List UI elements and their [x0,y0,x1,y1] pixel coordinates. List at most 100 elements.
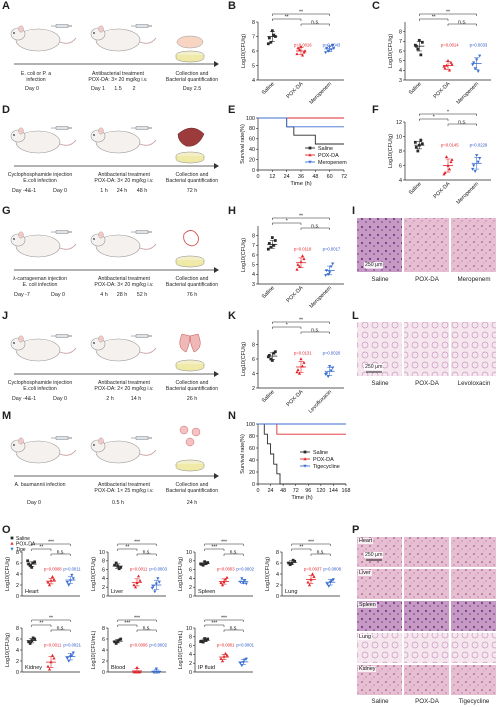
histology-image [451,665,496,695]
scale-bar-label: 250 μm [364,552,384,558]
p-value-label: p=0.0021 [63,642,81,647]
histology-image [404,218,449,272]
data-point [199,640,203,644]
data-point [273,239,277,242]
step-label: Antibacterial treatment POX-DA: 3× 20 mg… [94,172,154,184]
data-point [416,47,420,51]
y-tick-label: 5 [252,262,255,268]
scale-bar-label: 250 μm [364,262,384,268]
data-point [471,63,475,67]
day-label: 1 h [100,188,108,194]
significance-bracket [117,543,157,546]
data-point [449,60,453,64]
data-point [295,267,299,271]
x-tick-label: Meropenem [308,81,333,106]
y-tick-label: 0 [189,594,192,600]
data-point [300,254,305,258]
day-label: 0.5 h [112,500,124,506]
x-tick-label: POX-DA [286,285,305,304]
data-point [297,47,302,51]
step-label: Collection and Bacterial quantification [165,71,219,83]
panel-letter-E: E [228,104,236,116]
x-axis-label: Time (h) [291,495,312,501]
data-point [154,667,158,671]
y-tick-label: 4 [252,78,255,84]
p-value-label: p=0.0008 [323,566,341,571]
data-point [136,670,141,674]
data-point [50,653,55,657]
day-label: Day 0 [26,500,42,506]
data-point [203,560,207,564]
significance-bracket [223,553,244,556]
y-axis-label: Log10(CFU/g) [91,557,97,591]
step-label: Antibacterial treatment POX-DA: 3× 20 mg… [88,71,148,83]
y-axis-label: Log10(CFU/g) [241,34,247,68]
p-value-label: p=0.0145 [441,142,459,147]
data-point [33,637,37,641]
organ-icon [191,427,201,437]
y-axis-label: Log10(CFU/mL) [178,630,184,669]
step-label: Collection and Bacterial quantification [165,172,219,184]
significance-label: ** [299,9,303,15]
data-point [270,236,274,239]
significance-bracket [117,548,138,551]
data-point [223,651,228,655]
y-tick-label: 2 [189,585,192,591]
significance-label: n.s. [317,549,325,555]
data-point [225,653,229,657]
p-value-label: p=0.0006 [130,642,148,647]
data-point [331,366,335,370]
data-point [324,373,328,376]
significance-label: n.s. [143,549,151,555]
x-tick-label: 36 [298,174,304,180]
dot-plot: 0 2 4 6 8 Log10(CFU/g) p=0.0011 p=0.0021 ** ** n.s… [5,615,82,675]
data-point [52,656,56,660]
data-point [273,350,277,354]
y-tick-label: 4 [102,576,105,582]
data-point [219,657,223,660]
data-point [26,559,30,563]
y-tick-label: 8 [252,233,255,239]
day-label: 52 h [136,292,148,298]
p-value-label: p=0.0020 [323,350,341,355]
significance-bracket [272,13,330,16]
data-point [71,577,75,581]
y-tick-label: 0 [16,594,19,600]
panel-letter-B: B [228,0,236,12]
data-point [447,68,452,72]
y-tick-label: 0 [102,594,105,600]
data-point [476,70,480,73]
y-tick-label: 80 [249,434,255,440]
data-point [303,450,307,454]
data-point [413,140,417,144]
y-tick-label: 2 [189,661,192,667]
y-tick-label: 2 [16,659,19,665]
data-point [473,170,477,173]
data-point [150,586,154,590]
data-point [220,659,225,663]
data-point [119,566,123,569]
y-tick-label: 4 [252,272,255,278]
day-label: 24 h [186,500,198,506]
data-point [326,375,330,379]
data-point [201,640,205,644]
data-point [288,563,292,567]
organ-icon [177,127,205,147]
significance-label: n.s. [311,19,319,25]
x-tick-label: 12 [269,174,275,180]
step-label: λ-carrageenan injection E. coli infectio… [13,276,67,288]
step-label: Antibacterial treatment POX-DA: 1× 25 mg… [94,482,154,494]
significance-bracket [447,123,477,126]
significance-bracket [447,23,477,26]
significance-label: n.s. [458,19,466,25]
y-tick-label: 0 [16,670,19,676]
data-point [472,61,476,65]
data-point [327,584,331,588]
p-value-label: p=0.0043 [323,42,341,47]
significance-label: n.s. [230,549,238,555]
significance-label: *** [124,620,130,626]
data-point [117,638,121,642]
histology-image [404,601,449,631]
y-tick-label: 8 [189,559,192,565]
